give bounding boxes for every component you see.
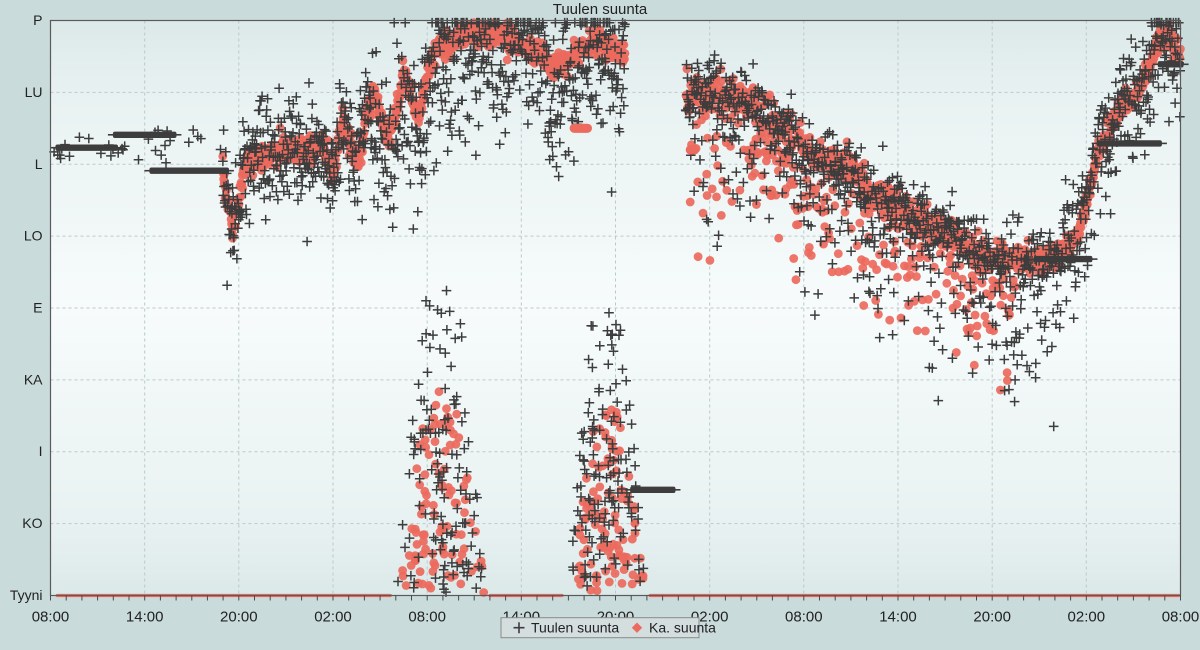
svg-text:Ka. suunta: Ka. suunta <box>649 620 716 636</box>
svg-text:08:00: 08:00 <box>785 609 823 626</box>
svg-text:LU: LU <box>25 84 43 100</box>
svg-text:08:00: 08:00 <box>1162 609 1200 626</box>
svg-text:14:00: 14:00 <box>126 609 164 626</box>
svg-text:Tuulen suunta: Tuulen suunta <box>531 620 619 636</box>
svg-text:08:00: 08:00 <box>32 609 70 626</box>
svg-text:KO: KO <box>22 515 42 531</box>
svg-text:E: E <box>33 300 42 316</box>
svg-text:20:00: 20:00 <box>973 609 1011 626</box>
svg-text:LO: LO <box>24 228 43 244</box>
svg-text:08:00: 08:00 <box>408 609 446 626</box>
svg-text:KA: KA <box>24 371 43 387</box>
svg-text:20:00: 20:00 <box>220 609 258 626</box>
svg-text:02:00: 02:00 <box>1068 609 1106 626</box>
svg-text:Tuulen suunta: Tuulen suunta <box>553 1 648 18</box>
svg-text:L: L <box>35 156 43 172</box>
svg-text:I: I <box>39 443 43 459</box>
svg-text:P: P <box>33 12 42 28</box>
svg-text:14:00: 14:00 <box>879 609 917 626</box>
svg-text:Tyyni: Tyyni <box>10 587 43 603</box>
svg-text:02:00: 02:00 <box>314 609 352 626</box>
